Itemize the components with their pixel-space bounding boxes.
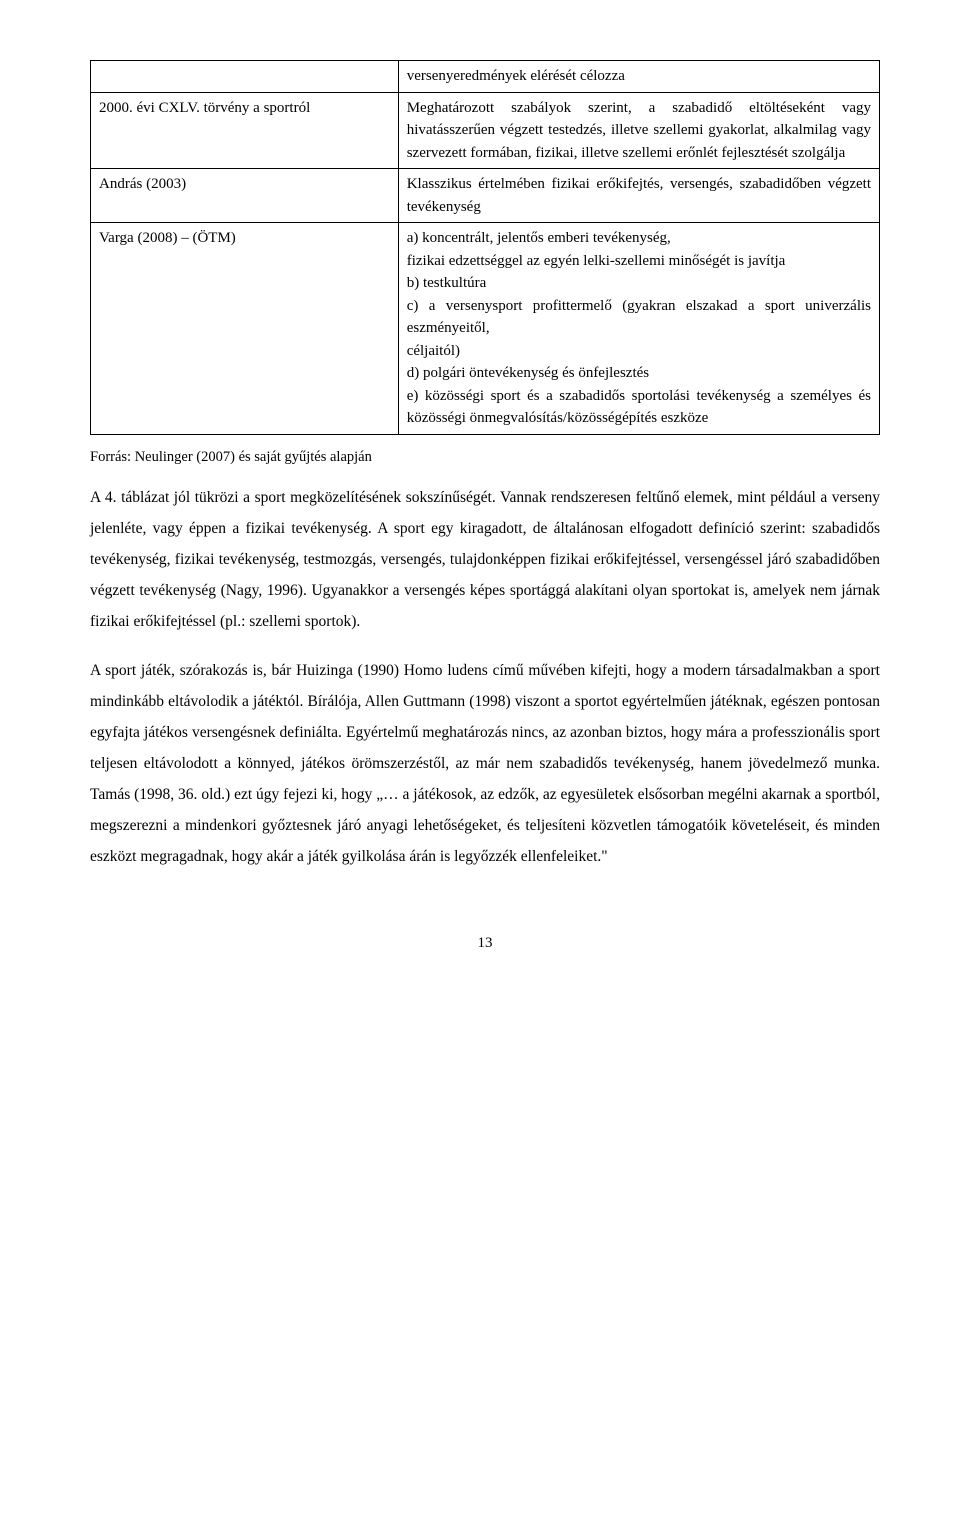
table-cell-line: céljaitól) [407, 340, 871, 363]
table-cell-line: d) polgári öntevékenység és önfejlesztés [407, 362, 871, 385]
table-cell: Meghatározott szabályok szerint, a szaba… [398, 92, 879, 169]
page-number: 13 [90, 932, 880, 955]
table-cell: versenyeredmények elérését célozza [398, 61, 879, 93]
definitions-table: versenyeredmények elérését célozza 2000.… [90, 60, 880, 435]
table-row: versenyeredmények elérését célozza [91, 61, 880, 93]
table-cell: Klasszikus értelmében fizikai erőkifejté… [398, 169, 879, 223]
table-cell-line: a) koncentrált, jelentős emberi tevékeny… [407, 227, 871, 250]
table-row: Varga (2008) – (ÖTM) a) koncentrált, jel… [91, 223, 880, 435]
body-paragraph: A sport játék, szórakozás is, bár Huizin… [90, 655, 880, 872]
table-cell: András (2003) [91, 169, 399, 223]
table-row: 2000. évi CXLV. törvény a sportról Megha… [91, 92, 880, 169]
table-cell-line: c) a versenysport profittermelő (gyakran… [407, 295, 871, 340]
table-cell-line: fizikai edzettséggel az egyén lelki-szel… [407, 250, 871, 273]
table-cell: a) koncentrált, jelentős emberi tevékeny… [398, 223, 879, 435]
table-cell [91, 61, 399, 93]
table-cell: 2000. évi CXLV. törvény a sportról [91, 92, 399, 169]
table-row: András (2003) Klasszikus értelmében fizi… [91, 169, 880, 223]
table-caption: Forrás: Neulinger (2007) és saját gyűjté… [90, 447, 880, 469]
table-cell-line: b) testkultúra [407, 272, 871, 295]
table-cell-line: e) közösségi sport és a szabadidős sport… [407, 385, 871, 430]
body-paragraph: A 4. táblázat jól tükrözi a sport megköz… [90, 482, 880, 637]
table-cell: Varga (2008) – (ÖTM) [91, 223, 399, 435]
